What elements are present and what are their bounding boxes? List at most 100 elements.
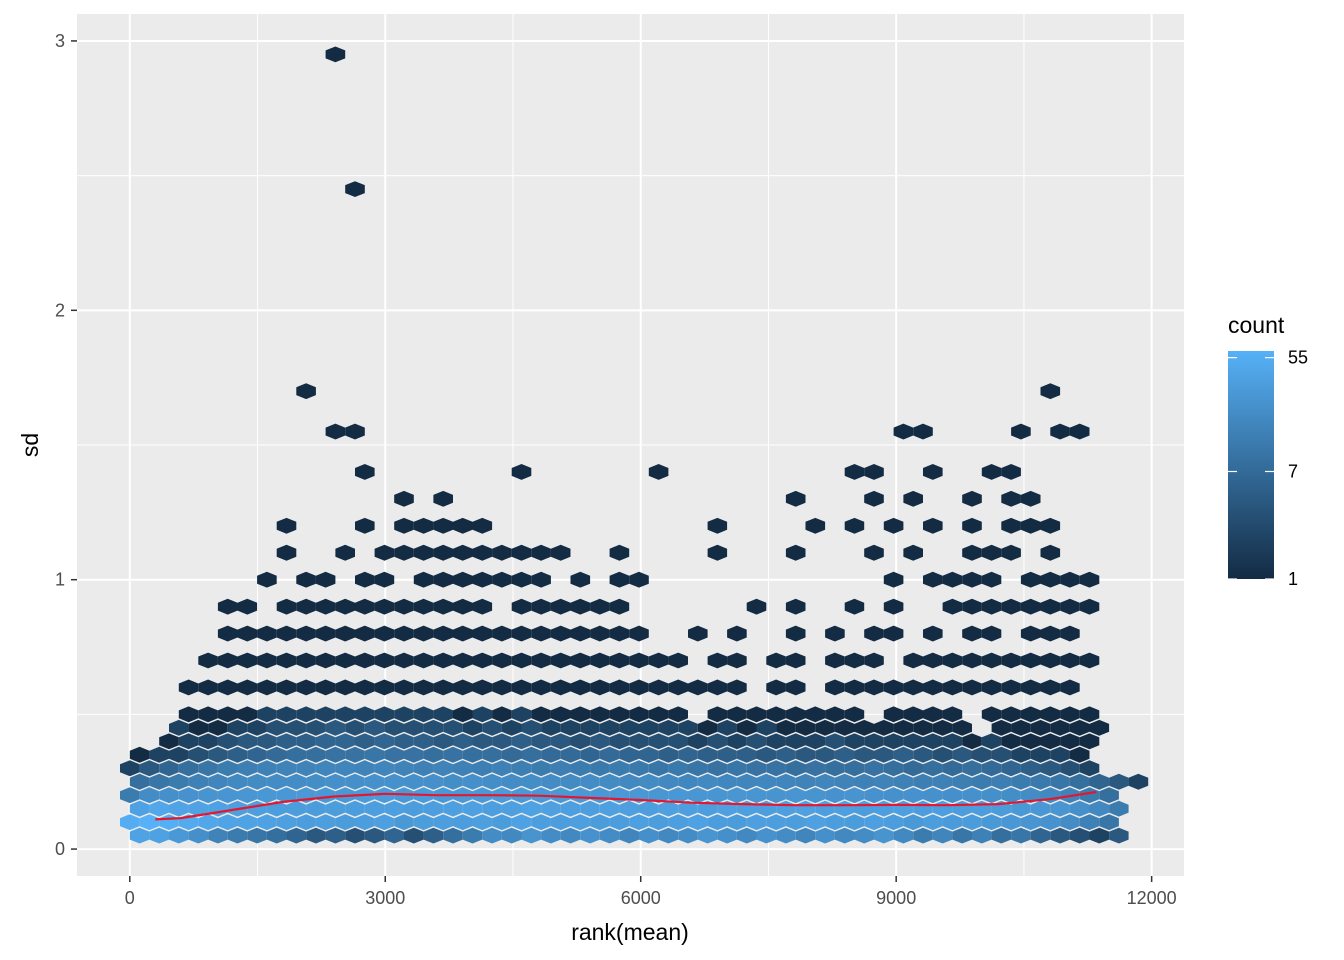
hexbin-cell <box>404 800 424 817</box>
hexbin-cell <box>413 733 434 750</box>
hexbin-cell <box>619 800 639 817</box>
hexbin-cell <box>864 814 884 831</box>
hexbin-cell <box>237 598 258 615</box>
hexbin-cell <box>590 706 610 723</box>
hexbin-cell <box>433 571 453 588</box>
hexbin-cell <box>932 773 953 790</box>
hexbin-cell <box>384 746 404 763</box>
hexbin-cell <box>668 679 688 696</box>
hexbin-cell <box>1040 625 1061 642</box>
hexbin-cell <box>942 679 963 696</box>
hexbin-cell <box>492 625 512 642</box>
hexbin-cell <box>296 598 316 615</box>
hexbin-cell <box>296 625 316 642</box>
hexbin-cell <box>697 800 718 817</box>
hexbin-cell <box>619 719 639 736</box>
hexbin-cell <box>374 760 395 777</box>
hexbin-cell <box>355 464 375 480</box>
hexbin-cell <box>580 773 600 790</box>
hexbin-cell <box>981 787 1002 804</box>
hexbin-cell <box>374 652 395 669</box>
hexbin-cell <box>776 827 796 844</box>
hexbin-cell <box>384 719 404 736</box>
hexbin-cell <box>756 746 777 763</box>
hexbin-cell <box>208 719 228 736</box>
hexbin-cell <box>962 652 982 669</box>
hexbin-cell <box>217 652 238 669</box>
hexbin-cell <box>619 746 639 763</box>
hexbin-cell <box>404 746 424 763</box>
hexbin-cell <box>981 760 1002 777</box>
hexbin-cell <box>776 746 796 763</box>
hexbin-cell <box>247 773 267 790</box>
hexbin-cell <box>266 827 287 844</box>
hexbin-cell <box>315 652 336 669</box>
hexbin-cell <box>1050 773 1070 790</box>
hexbin-cell <box>991 773 1012 790</box>
hexbin-cell <box>923 787 943 804</box>
hexbin-cell <box>208 827 228 844</box>
hexbin-cell <box>355 625 375 642</box>
hexbin-cell <box>237 652 258 669</box>
hexbin-cell <box>355 652 375 669</box>
hexbin-cell <box>1030 719 1051 736</box>
hexbin-cell <box>560 827 581 844</box>
hexbin-cell <box>991 827 1012 844</box>
hexbin-cell <box>609 625 630 642</box>
hexbin-cell <box>453 571 473 588</box>
hexbin-cell <box>1089 800 1110 817</box>
hexbin-cell <box>501 746 522 763</box>
smooth-trend-line <box>155 790 1097 821</box>
hexbin-cell <box>1001 679 1021 696</box>
hexbin-cell <box>1109 773 1129 790</box>
hexbin-cell <box>364 773 385 790</box>
hexbin-cell <box>844 517 865 534</box>
hexbin-cell <box>492 544 512 561</box>
hexbin-cell <box>394 706 414 723</box>
hexbin-cell <box>854 773 874 790</box>
hexbin-cell <box>355 679 375 696</box>
hexbin-cell <box>472 598 493 615</box>
hexbin-cell <box>266 746 287 763</box>
hexbin-cell <box>511 679 532 696</box>
hexbin-cell <box>766 787 786 804</box>
hexbin-cell <box>178 706 199 723</box>
hexbin-cell <box>257 814 277 831</box>
hexbin-cell <box>570 679 591 696</box>
hexbin-cell <box>315 571 336 588</box>
hexbin-cell <box>893 719 914 736</box>
hexbin-cell <box>590 625 610 642</box>
hexbin-cell <box>276 706 297 723</box>
hexbin-cell <box>825 814 845 831</box>
hexbin-cell <box>511 814 532 831</box>
x-tick-label: 9000 <box>876 888 916 908</box>
hexbin-cell <box>942 598 963 615</box>
hexbin-cell <box>266 719 287 736</box>
hexbin-cell <box>629 571 649 588</box>
hexbin-cell <box>433 517 453 534</box>
hexbin-cell <box>688 814 708 831</box>
hexbin-cell <box>237 787 258 804</box>
hexbin-cell <box>1060 652 1080 669</box>
hexbin-cell <box>443 719 463 736</box>
hexbin-cell <box>306 719 326 736</box>
hexbin-cell <box>883 517 904 534</box>
hexbin-cell <box>1001 598 1021 615</box>
hexbin-cell <box>972 773 992 790</box>
hexbin-cell <box>296 571 316 588</box>
hexbin-cell <box>658 719 679 736</box>
hexbin-cell <box>825 679 845 696</box>
hexbin-cell <box>296 383 316 400</box>
hexbin-cell <box>335 625 355 642</box>
hexbin-cell <box>560 719 581 736</box>
hexbin-cell <box>315 706 336 723</box>
hexbin-cell <box>384 827 404 844</box>
hexbin-cell <box>315 625 336 642</box>
hexbin-cell <box>1079 706 1100 723</box>
hexbin-cell <box>129 827 150 844</box>
hexbin-cell <box>962 760 982 777</box>
legend: count 55 7 1 <box>1228 312 1308 589</box>
hexbin-cell <box>707 652 728 669</box>
hexbin-cell <box>550 679 571 696</box>
hexbin-cell <box>443 827 463 844</box>
